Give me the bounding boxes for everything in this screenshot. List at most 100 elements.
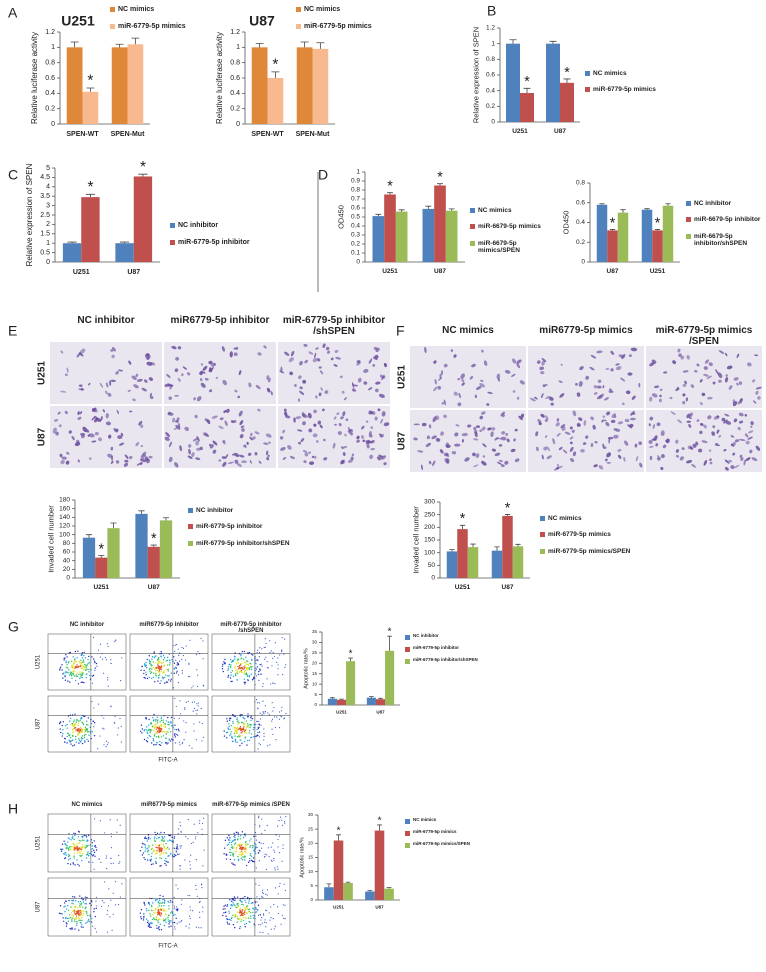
event [252,911,254,914]
event [173,662,176,664]
cell [128,360,132,365]
legend-label: NC mimics [593,70,627,77]
event [247,679,249,682]
cell [168,441,173,448]
event [68,855,71,857]
event [67,667,69,669]
error-bar [609,229,616,231]
event [242,853,244,856]
y-axis-label: Apoptotic rate/% [299,837,305,877]
cell [443,363,448,368]
cell [602,443,605,449]
cell [149,395,154,400]
cell [458,392,461,399]
cell [743,459,746,466]
event [65,844,67,846]
event [72,917,75,919]
event [266,678,268,680]
plot-frame [211,695,291,753]
event [268,714,270,716]
bar [62,243,82,262]
event [201,887,203,889]
event [244,664,246,667]
event [78,738,80,740]
event [163,846,166,849]
cell [497,377,500,382]
y-tick-label: 5 [46,165,50,172]
event [76,719,78,722]
event [68,899,70,902]
cell [424,346,427,354]
cell [738,412,744,417]
event [160,904,163,907]
event [154,918,156,921]
event [81,845,83,848]
event [145,661,147,664]
event [147,850,150,852]
event [73,848,76,850]
event [253,850,255,852]
cell [300,438,305,443]
event [224,904,227,906]
cell [356,361,361,366]
cell [340,416,344,420]
cell [266,450,269,456]
event [187,894,189,897]
event [243,725,246,727]
event [119,861,121,863]
legend-label: miR-6779-5p inhibitor/shSPEN [196,539,290,547]
event [173,921,176,924]
event [150,922,152,925]
event [92,861,94,863]
legend-item: NC mimics [296,6,416,14]
cell [607,436,614,440]
y-tick-label: 0.8 [351,187,360,194]
event [191,701,193,704]
event [262,843,264,845]
event [266,854,268,856]
cell [451,450,457,455]
error-bar [345,881,351,883]
event [64,857,67,859]
legend-swatch [540,548,545,554]
event [229,837,231,839]
event [244,845,247,847]
event [156,722,159,724]
cell [219,417,224,421]
event [165,720,168,722]
cell [511,373,516,377]
error-bar [448,208,455,211]
cell [707,396,713,400]
plot-frame [47,813,127,873]
legend-swatch [110,7,115,12]
event [176,906,178,908]
event [161,838,163,841]
cell [651,438,657,441]
cell [512,390,516,393]
cell [246,441,249,445]
event [80,667,83,670]
y-tick-label: 160 [59,505,70,512]
event [266,824,268,827]
event [266,910,268,912]
event [67,853,70,856]
event [245,901,247,903]
event [168,920,170,923]
event [239,925,242,928]
cell [124,454,129,460]
cell [319,370,324,375]
event [264,658,266,660]
y-axis-label: Relative luciferase activity [215,32,224,124]
event [248,909,250,911]
error-bar [437,183,443,186]
bar [366,697,376,705]
event [163,910,166,912]
cell [730,435,735,438]
bar [652,230,663,262]
event [232,855,235,857]
event [163,909,165,911]
event [258,652,261,654]
event [87,724,89,726]
panel-label: B [487,3,496,19]
event [257,649,259,652]
